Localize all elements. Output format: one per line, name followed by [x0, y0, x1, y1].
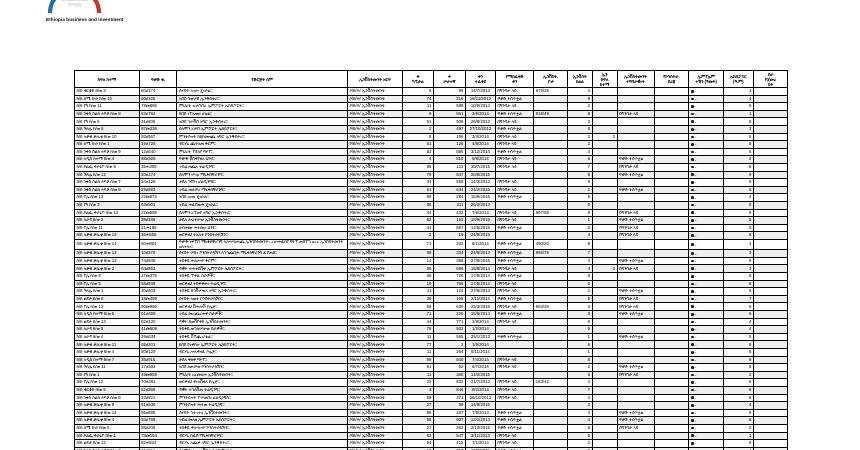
- svg-text:Strategy: Strategy: [68, 2, 82, 6]
